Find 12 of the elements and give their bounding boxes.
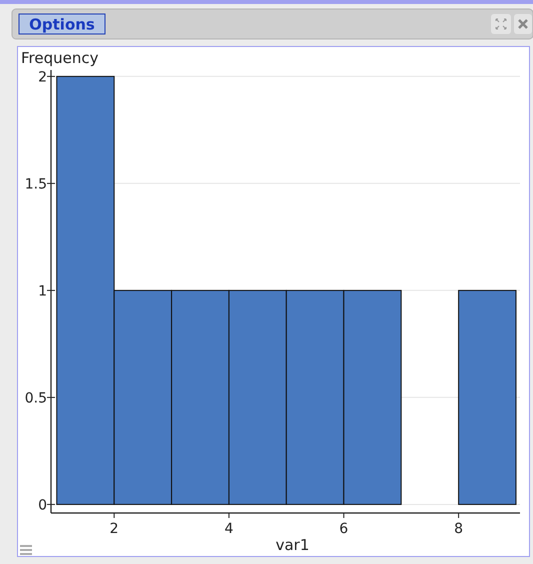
text: Options bbox=[29, 16, 95, 34]
x-tick-label: 8 bbox=[454, 521, 464, 537]
y-tick-label: 1.5 bbox=[24, 176, 47, 192]
x-tick-label: 2 bbox=[110, 521, 119, 537]
y-tick-label: 2 bbox=[38, 69, 47, 86]
x-tick-label: 4 bbox=[224, 521, 234, 537]
y-axis-title: Frequency bbox=[21, 49, 99, 67]
y-tick-label: 1 bbox=[38, 283, 47, 300]
x-tick-label: 6 bbox=[339, 521, 348, 537]
y-tick-label: 0 bbox=[38, 497, 47, 514]
y-tick-label: 0.5 bbox=[24, 390, 47, 406]
x-axis-title: var1 bbox=[276, 536, 310, 554]
